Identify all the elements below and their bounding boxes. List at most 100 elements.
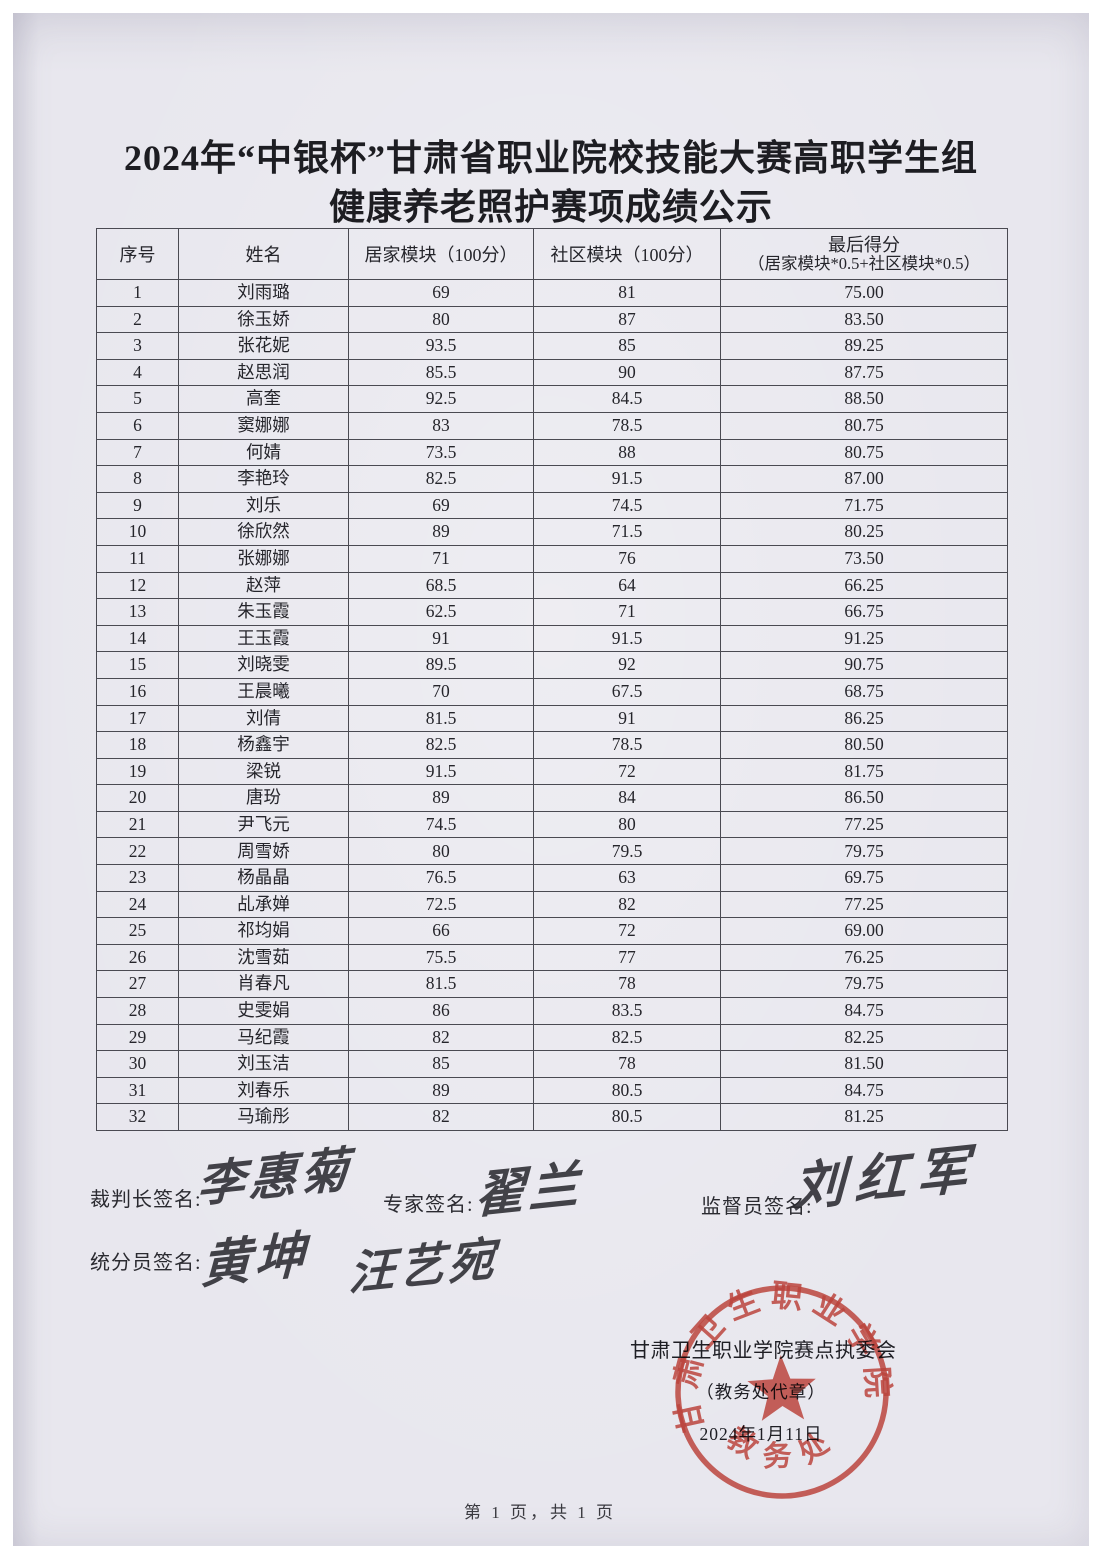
cell-final: 69.75 — [720, 864, 1008, 892]
cell-community: 78 — [533, 970, 721, 999]
cell-name: 张娜娜 — [178, 544, 349, 573]
cell-final: 80.25 — [720, 518, 1008, 546]
cell-final: 81.50 — [720, 1050, 1008, 1078]
cell-no: 17 — [96, 704, 179, 733]
cell-name: 沈雪茹 — [178, 943, 349, 972]
cell-no: 15 — [96, 651, 179, 679]
header-community-module: 社区模块（100分） — [533, 228, 721, 280]
cell-community: 88 — [533, 438, 721, 467]
stamp-date: 2024年1月11日 — [699, 1424, 823, 1444]
cell-community: 78.5 — [533, 411, 721, 440]
cell-community: 72 — [533, 757, 721, 786]
seal-ring-text: 甘肃卫生职业学院 — [663, 1273, 896, 1435]
scorer-signature-label: 统分员签名: — [90, 1252, 202, 1274]
table-row: 32 马瑜彤 82 80.5 81.25 — [96, 1103, 1008, 1131]
cell-home: 80 — [348, 305, 534, 334]
seal-ring — [675, 1285, 889, 1499]
header-final-score: 最后得分 （居家模块*0.5+社区模块*0.5） — [720, 228, 1008, 280]
cell-final: 90.75 — [720, 651, 1008, 679]
cell-home: 82.5 — [348, 465, 534, 493]
cell-community: 67.5 — [533, 677, 721, 706]
cell-name: 何婧 — [178, 438, 349, 467]
page-title-line2: 健康养老照护赛项成绩公示 — [328, 187, 773, 227]
cell-home: 85.5 — [348, 358, 534, 387]
cell-no: 32 — [96, 1103, 179, 1131]
table-row: 31 刘春乐 89 80.5 84.75 — [96, 1076, 1008, 1105]
cell-no: 11 — [96, 544, 179, 573]
table-row: 14 王玉霞 91 91.5 91.25 — [96, 624, 1008, 653]
table-row: 12 赵萍 68.5 64 66.25 — [96, 571, 1008, 600]
cell-community: 80.5 — [533, 1103, 721, 1131]
cell-name: 王晨曦 — [178, 677, 349, 706]
cell-no: 29 — [96, 1023, 179, 1052]
cell-no: 31 — [96, 1076, 179, 1105]
table-row: 6 窦娜娜 83 78.5 80.75 — [96, 411, 1008, 440]
cell-name: 马纪霞 — [178, 1023, 349, 1052]
table-row: 13 朱玉霞 62.5 71 66.75 — [96, 598, 1008, 626]
cell-home: 83 — [348, 411, 534, 440]
table-row: 26 沈雪茹 75.5 77 76.25 — [96, 943, 1008, 972]
cell-final: 91.25 — [720, 624, 1008, 653]
cell-home: 89 — [348, 1076, 534, 1105]
cell-no: 24 — [96, 890, 179, 919]
table-row: 4 赵思润 85.5 90 87.75 — [96, 358, 1008, 387]
cell-final: 87.75 — [720, 358, 1008, 387]
cell-home: 82.5 — [348, 731, 534, 759]
cell-home: 93.5 — [348, 332, 534, 360]
table-body: 1 刘雨璐 69 81 75.00 2 徐玉娇 80 87 83.50 3 张花妮 93.5 85 89.2… — [96, 279, 1008, 1131]
cell-no: 4 — [96, 358, 179, 387]
table-header-row: 序号 姓名 居家模块（100分） 社区模块（100分） 最后得分 （居家模块*0… — [96, 228, 1008, 280]
cell-name: 杨鑫宇 — [178, 731, 349, 759]
cell-final: 84.75 — [720, 997, 1008, 1025]
cell-name: 祁均娟 — [178, 917, 349, 945]
cell-community: 71 — [533, 598, 721, 626]
cell-community: 82.5 — [533, 1023, 721, 1052]
table-row: 24 乩承婵 72.5 82 77.25 — [96, 890, 1008, 919]
cell-community: 80.5 — [533, 1076, 721, 1105]
cell-community: 84 — [533, 784, 721, 812]
table-row: 10 徐欣然 89 71.5 80.25 — [96, 518, 1008, 546]
cell-community: 82 — [533, 890, 721, 919]
seal-bottom-text: 教务处 — [721, 1418, 848, 1475]
cell-no: 19 — [96, 757, 179, 786]
cell-community: 84.5 — [533, 385, 721, 413]
cell-name: 杨晶晶 — [178, 864, 349, 892]
cell-community: 63 — [533, 864, 721, 892]
cell-final: 80.75 — [720, 411, 1008, 440]
header-home-module: 居家模块（100分） — [348, 228, 534, 280]
cell-home: 71 — [348, 544, 534, 573]
score-table: 序号 姓名 居家模块（100分） 社区模块（100分） 最后得分 （居家模块*0… — [96, 228, 1008, 1131]
cell-home: 89.5 — [348, 651, 534, 679]
cell-final: 80.50 — [720, 731, 1008, 759]
cell-final: 82.25 — [720, 1023, 1008, 1052]
table-row: 21 尹飞元 74.5 80 77.25 — [96, 810, 1008, 839]
cell-no: 22 — [96, 837, 179, 866]
cell-final: 68.75 — [720, 677, 1008, 706]
cell-name: 刘玉洁 — [178, 1050, 349, 1078]
table-row: 9 刘乐 69 74.5 71.75 — [96, 491, 1008, 520]
cell-home: 72.5 — [348, 890, 534, 919]
page-title-line1: 2024年“中银杯”甘肃省职业院校技能大赛高职学生组 — [123, 138, 978, 178]
star-icon — [747, 1355, 816, 1421]
cell-no: 26 — [96, 943, 179, 972]
svg-text:甘肃卫生职业学院: 甘肃卫生职业学院 — [663, 1273, 896, 1435]
cell-no: 14 — [96, 624, 179, 653]
cell-home: 69 — [348, 279, 534, 307]
cell-community: 78.5 — [533, 731, 721, 759]
header-final-line2: （居家模块*0.5+社区模块*0.5） — [747, 254, 981, 273]
cell-home: 68.5 — [348, 571, 534, 600]
cell-final: 66.25 — [720, 571, 1008, 600]
cell-no: 5 — [96, 385, 179, 413]
cell-no: 2 — [96, 305, 179, 334]
cell-home: 91.5 — [348, 757, 534, 786]
cell-no: 25 — [96, 917, 179, 945]
cell-final: 79.75 — [720, 970, 1008, 999]
cell-community: 76 — [533, 544, 721, 573]
cell-community: 77 — [533, 943, 721, 972]
table-row: 17 刘倩 81.5 91 86.25 — [96, 704, 1008, 733]
cell-no: 21 — [96, 810, 179, 839]
cell-no: 18 — [96, 731, 179, 759]
page-number: 第 1 页，共 1 页 — [464, 1503, 616, 1522]
cell-no: 16 — [96, 677, 179, 706]
cell-name: 刘倩 — [178, 704, 349, 733]
